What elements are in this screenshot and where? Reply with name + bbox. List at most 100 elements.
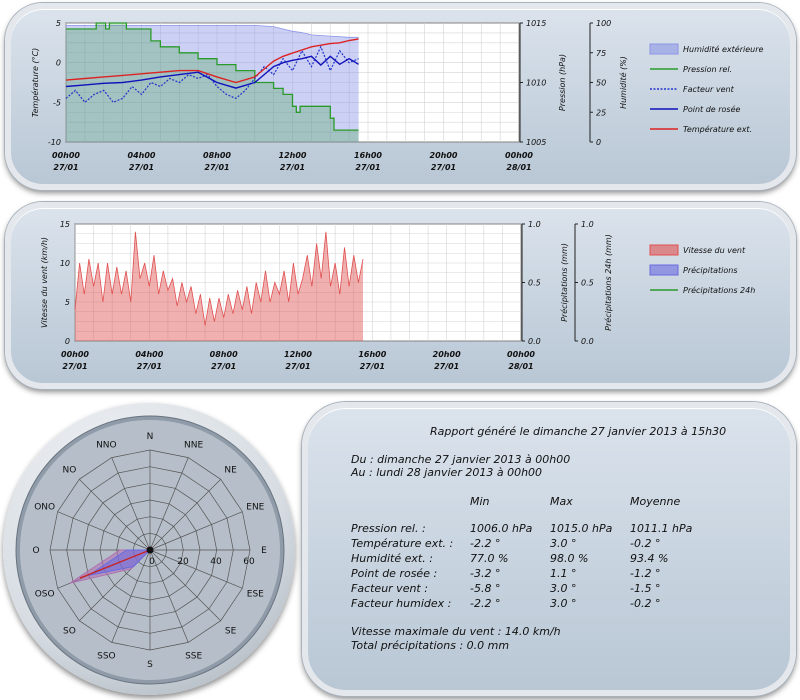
rose-spoke — [79, 479, 151, 551]
report-row-max: 1015.0 hPa — [550, 522, 613, 535]
x-tick-label: 08h00 — [203, 151, 231, 160]
rose-spoke — [149, 549, 189, 643]
x-tick-label: 27/01 — [285, 362, 310, 371]
y2-axis-label: Précipitations (mm) — [559, 243, 569, 322]
rose-spoke — [149, 549, 243, 589]
rose-direction-label: NNO — [96, 441, 117, 451]
y2-axis-label: Pression (hPa) — [558, 54, 567, 111]
y3-tick-label: 0.5 — [581, 279, 594, 288]
y-tick-label: -10 — [48, 138, 61, 147]
y3-tick-label: 50 — [596, 79, 606, 88]
report-to: Au : lundi 28 janvier 2013 à 00h00 — [351, 466, 543, 479]
rose-direction-label: SSE — [185, 651, 202, 661]
report-row-max: 1.1 ° — [550, 567, 577, 580]
rose-spoke — [149, 479, 221, 551]
rose-direction-label: ESE — [247, 590, 264, 600]
x-tick-label: 27/01 — [431, 163, 456, 172]
rose-dominant-direction — [79, 549, 151, 579]
x-tick-label: 27/01 — [211, 362, 236, 371]
report-row-avg: -1.5 ° — [630, 582, 661, 595]
rose-direction-label: S — [147, 660, 153, 670]
report-row-avg: 1011.1 hPa — [630, 522, 693, 535]
report-row-min: 1006.0 hPa — [470, 522, 533, 535]
series-line — [65, 55, 359, 89]
legend-label: Pression rel. — [683, 65, 732, 74]
rose-direction-label: E — [261, 546, 267, 556]
report-row-min: 77.0 % — [470, 552, 509, 565]
y2-tick-label: 1015 — [526, 19, 546, 28]
y2-tick-label: 0.5 — [528, 279, 541, 288]
wind-rose-chart: N NNE NE ENE E ESE SE SSE S SSO SO OSO O ONO NO NNO 0 20 4… — [15, 415, 285, 685]
rose-direction-label: SSO — [97, 651, 116, 661]
x-tick-label: 27/01 — [280, 163, 305, 172]
x-tick-label: 27/01 — [355, 163, 380, 172]
x-tick-label: 20h00 — [430, 151, 458, 160]
x-tick-label: 27/01 — [360, 362, 385, 371]
report-row-label: Température ext. : — [351, 537, 454, 550]
y-tick-label: 0 — [56, 59, 61, 68]
rose-spoke — [149, 511, 243, 551]
x-tick-label: 27/01 — [53, 163, 78, 172]
rose-radial-tick: 60 — [243, 557, 255, 567]
rose-direction-label: SO — [63, 627, 76, 637]
rose-direction-label: OSO — [35, 590, 55, 600]
report-row-avg: -0.2 ° — [630, 537, 661, 550]
x-tick-label: 27/01 — [62, 362, 87, 371]
report-row-label: Facteur humidex : — [351, 597, 452, 610]
rose-direction-label: O — [32, 546, 39, 556]
series-line — [66, 22, 359, 131]
x-tick-label: 27/01 — [137, 362, 162, 371]
x-tick-label: 12h00 — [284, 350, 312, 359]
x-tick-label: 27/01 — [129, 163, 154, 172]
wind-chart: 15 10 5 0 Vitesse du vent (km/h) 1.0 0.5 0.0 Pré… — [40, 220, 755, 371]
y-tick-label: 5 — [65, 298, 70, 307]
y3-tick-label: 0.0 — [581, 337, 594, 346]
legend-label: Précipitations — [683, 265, 738, 275]
x-tick-label: 00h00 — [505, 151, 533, 160]
report-row-avg: -0.2 ° — [630, 597, 661, 610]
series-fill — [75, 231, 364, 341]
x-tick-label: 16h00 — [354, 151, 382, 160]
report-header-max: Max — [550, 495, 573, 508]
report-total-rain: Total précipitations : 0.0 mm — [351, 639, 510, 652]
rose-direction-label: N — [147, 432, 154, 442]
report-row-label: Point de rosée : — [351, 567, 438, 580]
report-row-avg: -1.2 ° — [630, 567, 661, 580]
legend-label: Humidité extérieure — [683, 44, 764, 54]
rose-direction-label: ENE — [246, 502, 264, 512]
series-line — [65, 45, 359, 104]
report-row-label: Facteur vent : — [351, 582, 428, 595]
legend-label: Vitesse du vent — [683, 246, 746, 255]
x-tick-label: 04h00 — [135, 350, 163, 359]
report-max-wind: Vitesse maximale du vent : 14.0 km/h — [351, 625, 561, 638]
rose-center — [146, 546, 154, 554]
x-tick-label: 00h00 — [507, 350, 535, 359]
x-tick-label: 16h00 — [358, 350, 386, 359]
report-row-max: 3.0 ° — [550, 537, 577, 550]
rose-spoke — [149, 457, 189, 551]
x-tick-label: 00h00 — [52, 151, 80, 160]
legend-swatch — [649, 244, 679, 256]
report-panel — [302, 402, 796, 696]
report-header-avg: Moyenne — [630, 495, 681, 508]
x-tick-label: 28/01 — [506, 163, 531, 172]
report-row-min: -5.8 ° — [470, 582, 501, 595]
rose-direction-label: NE — [224, 465, 237, 475]
report-row-label: Humidité ext. : — [351, 552, 433, 565]
y3-tick-label: 0 — [596, 138, 601, 147]
series-line — [65, 38, 359, 84]
y-tick-label: 0 — [65, 337, 70, 346]
y3-tick-label: 100 — [596, 19, 611, 28]
y-tick-label: -5 — [53, 98, 61, 107]
legend-swatch — [649, 264, 679, 276]
rose-direction-label: SE — [225, 627, 237, 637]
rose-spoke — [57, 511, 151, 551]
y3-axis-label: Précipitations 24h (mm) — [603, 234, 613, 331]
report-row-label: Pression rel. : — [351, 522, 426, 535]
x-tick-label: 04h00 — [128, 151, 156, 160]
y-tick-label: 5 — [56, 19, 61, 28]
rose-spoke — [149, 549, 221, 621]
y2-tick-label: 1.0 — [528, 220, 541, 229]
report-row-avg: 93.4 % — [630, 552, 669, 565]
